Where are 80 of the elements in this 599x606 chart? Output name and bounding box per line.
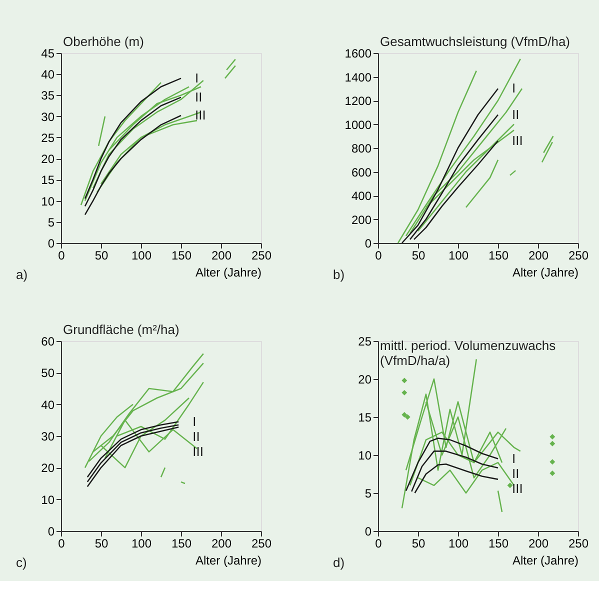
y-tick-label: 10 — [41, 492, 55, 507]
y-tick-label: 40 — [41, 68, 55, 82]
y-tick-label: 10 — [358, 448, 372, 462]
x-axis-title: Alter (Jahre) — [512, 554, 578, 568]
x-tick-label: 100 — [448, 248, 469, 262]
x-tick-label: 100 — [131, 536, 152, 550]
y-tick-label: 25 — [41, 130, 55, 145]
y-tick-label: 1000 — [344, 118, 372, 132]
y-tick-label: 400 — [351, 189, 372, 203]
y-axis-title: Gesamtwuchsleistung (VfmD/ha) — [380, 34, 570, 49]
series-label: II — [512, 106, 520, 122]
x-tick-label: 250 — [568, 248, 589, 262]
series-label: II — [192, 428, 200, 444]
x-tick-label: 50 — [94, 536, 108, 550]
y-axis-title: Grundfläche (m²/ha) — [63, 322, 180, 337]
x-tick-label: 250 — [568, 536, 589, 550]
y-tick-label: 15 — [41, 173, 55, 188]
series-label: I — [512, 80, 516, 96]
x-tick-label: 0 — [58, 536, 66, 550]
y-tick-label: 600 — [351, 165, 372, 180]
y-tick-label: 20 — [41, 152, 55, 166]
x-tick-label: 200 — [211, 248, 232, 262]
series-label: I — [195, 70, 199, 86]
y-tick-label: 50 — [41, 366, 55, 380]
series-label: III — [512, 480, 523, 496]
y-tick-label: 10 — [41, 194, 55, 208]
x-tick-label: 0 — [375, 248, 382, 262]
y-tick-label: 30 — [41, 430, 55, 444]
y-tick-label: 1600 — [344, 46, 372, 60]
y-tick-label: 35 — [41, 88, 55, 103]
y-axis-title: mittl. period. Volumenzuwachs (VfmD/ha/a) — [380, 338, 556, 368]
x-tick-label: 250 — [251, 248, 272, 262]
x-tick-label: 200 — [528, 536, 549, 550]
x-tick-label: 150 — [488, 536, 509, 550]
y-tick-label: 60 — [41, 334, 55, 348]
y-tick-label: 1400 — [344, 70, 372, 84]
y-tick-label: 40 — [41, 398, 55, 412]
x-tick-label: 250 — [251, 536, 272, 550]
y-tick-label: 0 — [48, 236, 55, 250]
text: d) — [333, 555, 345, 570]
x-tick-label: 0 — [58, 248, 66, 262]
x-tick-label: 150 — [488, 248, 509, 262]
y-tick-label: 0 — [364, 236, 372, 250]
y-tick-label: 20 — [358, 372, 372, 386]
series-label: III — [192, 444, 204, 459]
y-tick-label: 5 — [364, 486, 372, 500]
y-tick-label: 0 — [48, 524, 55, 538]
series-label: I — [512, 450, 516, 466]
x-tick-label: 50 — [94, 248, 108, 262]
x-tick-label: 150 — [171, 248, 192, 262]
x-tick-label: 150 — [171, 536, 192, 550]
y-axis-title: Oberhöhe (m) — [63, 34, 144, 49]
x-axis-title: Alter (Jahre) — [512, 266, 578, 280]
series-label: III — [195, 107, 206, 122]
x-tick-label: 200 — [528, 248, 549, 262]
text: a) — [16, 267, 28, 282]
x-axis-title: Alter (Jahre) — [195, 266, 262, 280]
y-tick-label: 25 — [358, 334, 372, 348]
y-tick-label: 1200 — [344, 94, 372, 108]
y-tick-label: 800 — [351, 142, 372, 156]
x-tick-label: 50 — [412, 536, 426, 550]
y-tick-label: 20 — [41, 461, 55, 476]
y-tick-label: 5 — [48, 215, 55, 230]
series-label: I — [192, 414, 196, 429]
series-label: II — [195, 89, 202, 104]
y-tick-label: 200 — [351, 212, 372, 227]
x-tick-label: 50 — [412, 248, 426, 262]
y-tick-label: 15 — [358, 410, 372, 424]
x-tick-label: 100 — [448, 536, 469, 550]
text: b) — [333, 267, 345, 282]
y-tick-label: 0 — [364, 524, 372, 538]
x-tick-label: 100 — [131, 248, 152, 262]
x-tick-label: 200 — [211, 536, 232, 550]
text: c) — [16, 555, 27, 570]
series-label: III — [512, 132, 523, 148]
series-label: II — [512, 466, 520, 481]
x-tick-label: 0 — [375, 536, 382, 550]
y-tick-label: 45 — [41, 46, 55, 60]
x-axis-title: Alter (Jahre) — [195, 554, 262, 568]
y-tick-label: 30 — [41, 110, 55, 124]
